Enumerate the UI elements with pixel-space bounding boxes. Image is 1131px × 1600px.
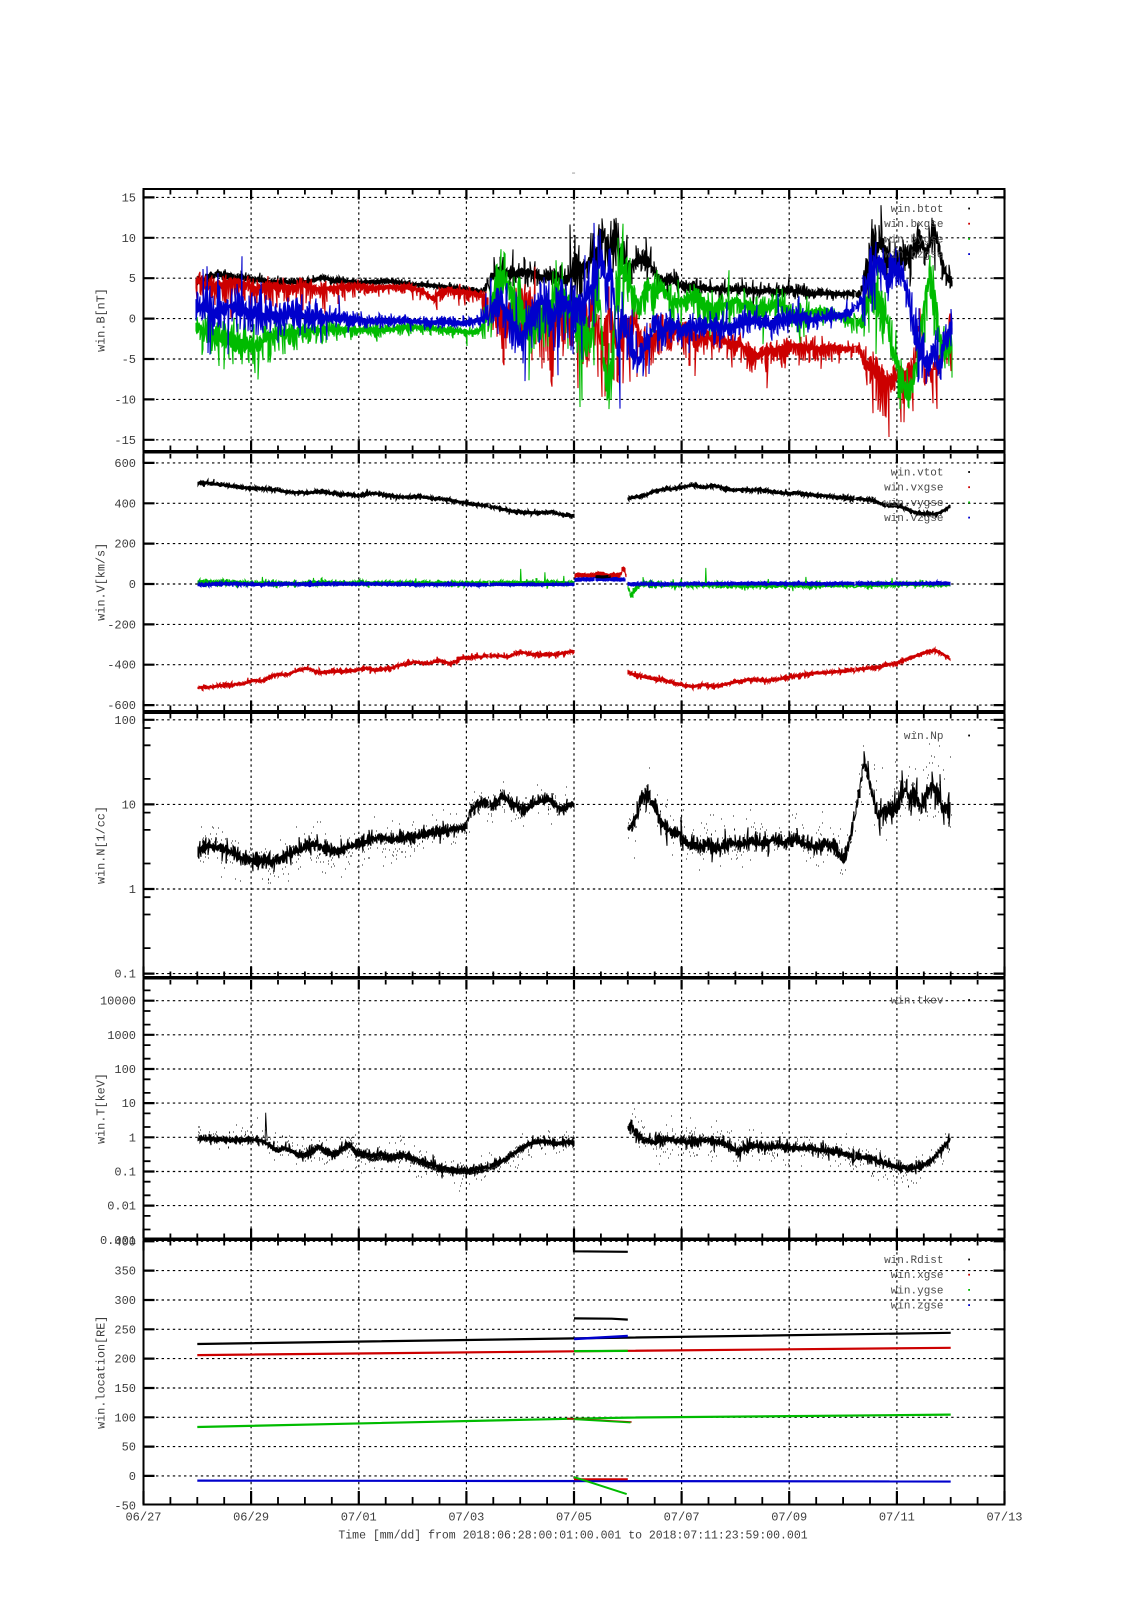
svg-text:10: 10 xyxy=(122,1097,136,1111)
svg-text:1: 1 xyxy=(129,883,136,897)
svg-text:-200: -200 xyxy=(107,618,136,632)
svg-text:-50: -50 xyxy=(114,1499,136,1513)
svg-text:07/13: 07/13 xyxy=(986,1511,1022,1525)
svg-text:07/07: 07/07 xyxy=(664,1511,700,1525)
svg-text:300: 300 xyxy=(114,1294,136,1308)
svg-text:0.001: 0.001 xyxy=(100,1234,136,1248)
svg-text:250: 250 xyxy=(114,1323,136,1337)
svg-text:win.tkev: win.tkev xyxy=(891,996,944,1008)
svg-text:5: 5 xyxy=(129,272,136,286)
svg-text:win.location[RE]: win.location[RE] xyxy=(95,1316,109,1429)
svg-text:win.vxgse: win.vxgse xyxy=(884,483,943,495)
svg-text:win.zgse: win.zgse xyxy=(891,1301,944,1313)
svg-text:-: - xyxy=(570,168,577,180)
svg-text:350: 350 xyxy=(114,1265,136,1279)
svg-text:win.T[keV]: win.T[keV] xyxy=(95,1073,109,1144)
svg-text:0: 0 xyxy=(129,578,136,592)
svg-text:0.1: 0.1 xyxy=(114,1165,136,1179)
svg-text:10: 10 xyxy=(122,798,136,812)
svg-text:0.01: 0.01 xyxy=(107,1200,136,1214)
svg-text:-10: -10 xyxy=(114,393,136,407)
svg-text:win.vzgse: win.vzgse xyxy=(884,513,943,525)
svg-text:win.bxgse: win.bxgse xyxy=(884,219,943,231)
svg-text:-5: -5 xyxy=(122,353,136,367)
svg-text:0: 0 xyxy=(129,1470,136,1484)
svg-text:1000: 1000 xyxy=(107,1029,136,1043)
svg-text:07/11: 07/11 xyxy=(879,1511,915,1525)
svg-text:600: 600 xyxy=(114,457,136,471)
svg-text:100: 100 xyxy=(114,714,136,728)
svg-text:400: 400 xyxy=(114,1235,136,1249)
svg-text:06/27: 06/27 xyxy=(125,1511,161,1525)
svg-text:win.Np: win.Np xyxy=(904,731,944,743)
svg-text:win.N[1/cc]: win.N[1/cc] xyxy=(95,806,109,884)
svg-text:win.vygse: win.vygse xyxy=(884,498,943,510)
svg-text:400: 400 xyxy=(114,497,136,511)
svg-text:win.V[km/s]: win.V[km/s] xyxy=(95,543,109,621)
svg-text:Time [mm/dd] from 2018:06:28:: Time [mm/dd] from 2018:06:28:00:01:00.00… xyxy=(338,1530,807,1543)
svg-text:06/29: 06/29 xyxy=(233,1511,269,1525)
svg-text:150: 150 xyxy=(114,1382,136,1396)
svg-text:100: 100 xyxy=(114,1063,136,1077)
svg-text:-15: -15 xyxy=(114,434,136,448)
svg-text:win.xgse: win.xgse xyxy=(891,1270,944,1282)
svg-text:win.ygse: win.ygse xyxy=(891,1285,944,1297)
svg-text:win.B[nT]: win.B[nT] xyxy=(95,288,109,352)
svg-text:200: 200 xyxy=(114,1353,136,1367)
svg-text:15: 15 xyxy=(122,191,136,205)
svg-text:win.bygse: win.bygse xyxy=(884,234,943,246)
svg-text:07/05: 07/05 xyxy=(556,1511,592,1525)
svg-text:100: 100 xyxy=(114,1411,136,1425)
svg-text:07/01: 07/01 xyxy=(341,1511,377,1525)
svg-text:10: 10 xyxy=(122,232,136,246)
svg-text:0: 0 xyxy=(129,313,136,327)
svg-text:07/09: 07/09 xyxy=(771,1511,807,1525)
svg-text:win.bzgse: win.bzgse xyxy=(884,250,943,262)
svg-text:50: 50 xyxy=(122,1441,136,1455)
svg-text:win.Rdist: win.Rdist xyxy=(884,1255,943,1267)
svg-text:win.btot: win.btot xyxy=(891,204,944,216)
svg-text:-600: -600 xyxy=(107,699,136,713)
svg-text:10000: 10000 xyxy=(100,995,136,1009)
svg-text:1: 1 xyxy=(129,1131,136,1145)
svg-text:200: 200 xyxy=(114,538,136,552)
svg-text:win.vtot: win.vtot xyxy=(891,468,944,480)
svg-text:0.1: 0.1 xyxy=(114,968,136,982)
svg-text:-400: -400 xyxy=(107,659,136,673)
svg-text:07/03: 07/03 xyxy=(448,1511,484,1525)
